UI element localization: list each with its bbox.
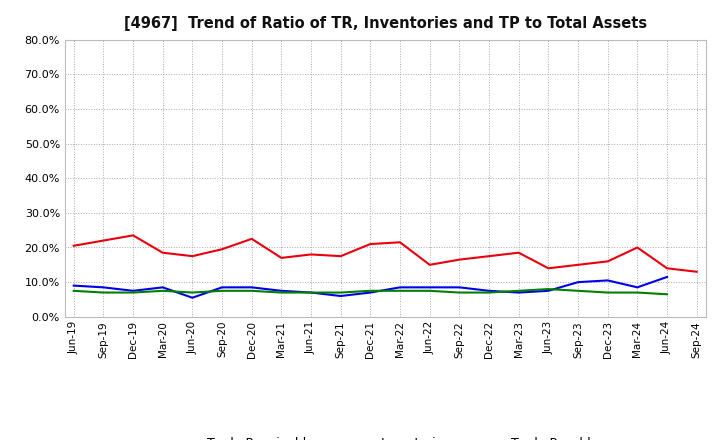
Trade Payables	[514, 288, 523, 293]
Inventories	[574, 279, 582, 285]
Legend: Trade Receivables, Inventories, Trade Payables: Trade Receivables, Inventories, Trade Pa…	[161, 432, 610, 440]
Trade Payables	[307, 290, 315, 295]
Trade Receivables	[396, 240, 405, 245]
Inventories	[307, 290, 315, 295]
Trade Payables	[277, 290, 286, 295]
Trade Receivables	[514, 250, 523, 255]
Inventories	[366, 290, 374, 295]
Trade Receivables	[544, 266, 553, 271]
Inventories	[426, 285, 434, 290]
Line: Trade Payables: Trade Payables	[73, 289, 667, 294]
Inventories	[662, 274, 671, 279]
Inventories	[188, 295, 197, 301]
Trade Receivables	[336, 253, 345, 259]
Trade Receivables	[99, 238, 108, 243]
Trade Receivables	[633, 245, 642, 250]
Trade Payables	[248, 288, 256, 293]
Trade Payables	[366, 288, 374, 293]
Trade Payables	[426, 288, 434, 293]
Inventories	[158, 285, 167, 290]
Inventories	[99, 285, 108, 290]
Trade Receivables	[366, 242, 374, 247]
Inventories	[544, 288, 553, 293]
Inventories	[455, 285, 464, 290]
Trade Payables	[188, 290, 197, 295]
Inventories	[69, 283, 78, 288]
Trade Payables	[336, 290, 345, 295]
Inventories	[336, 293, 345, 299]
Line: Trade Receivables: Trade Receivables	[73, 235, 697, 272]
Trade Receivables	[277, 255, 286, 260]
Line: Inventories: Inventories	[73, 277, 667, 298]
Trade Receivables	[248, 236, 256, 242]
Inventories	[277, 288, 286, 293]
Trade Receivables	[455, 257, 464, 262]
Trade Payables	[633, 290, 642, 295]
Trade Payables	[455, 290, 464, 295]
Trade Payables	[129, 290, 138, 295]
Trade Receivables	[217, 246, 226, 252]
Inventories	[248, 285, 256, 290]
Trade Receivables	[574, 262, 582, 268]
Trade Payables	[217, 288, 226, 293]
Trade Receivables	[188, 253, 197, 259]
Trade Payables	[99, 290, 108, 295]
Trade Receivables	[693, 269, 701, 275]
Inventories	[129, 288, 138, 293]
Inventories	[603, 278, 612, 283]
Trade Receivables	[426, 262, 434, 268]
Trade Receivables	[603, 259, 612, 264]
Trade Payables	[544, 286, 553, 292]
Inventories	[485, 288, 493, 293]
Trade Payables	[485, 290, 493, 295]
Trade Receivables	[485, 253, 493, 259]
Inventories	[514, 290, 523, 295]
Trade Receivables	[69, 243, 78, 249]
Trade Payables	[574, 288, 582, 293]
Trade Receivables	[662, 266, 671, 271]
Trade Payables	[662, 292, 671, 297]
Trade Receivables	[129, 233, 138, 238]
Trade Payables	[603, 290, 612, 295]
Inventories	[217, 285, 226, 290]
Trade Receivables	[307, 252, 315, 257]
Trade Payables	[396, 288, 405, 293]
Trade Payables	[69, 288, 78, 293]
Title: [4967]  Trend of Ratio of TR, Inventories and TP to Total Assets: [4967] Trend of Ratio of TR, Inventories…	[124, 16, 647, 32]
Trade Payables	[158, 288, 167, 293]
Inventories	[396, 285, 405, 290]
Inventories	[633, 285, 642, 290]
Trade Receivables	[158, 250, 167, 255]
